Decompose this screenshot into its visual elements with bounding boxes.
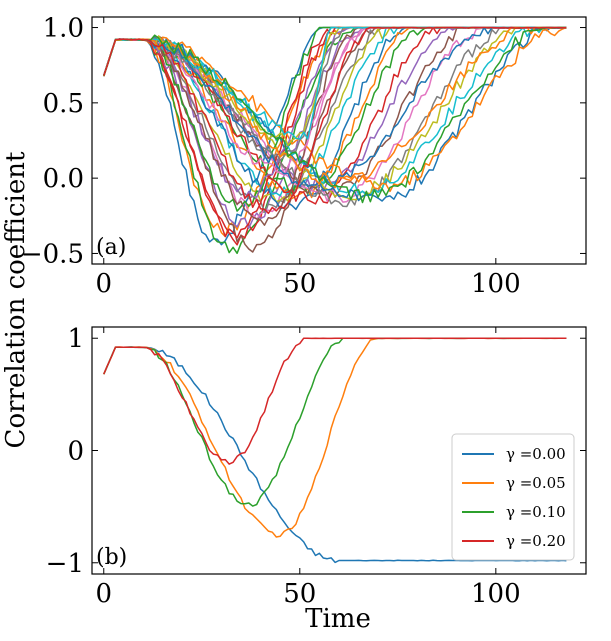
- panel-label: (b): [96, 545, 127, 570]
- legend-entry: γ =0.00: [506, 445, 566, 463]
- y-tick-label: 0.0: [43, 164, 84, 194]
- x-tick-label: 100: [471, 269, 521, 299]
- legend-box: [451, 433, 575, 561]
- x-tick-label: 0: [95, 579, 112, 609]
- panel-label: (a): [96, 235, 126, 260]
- series-line-4: [103, 337, 567, 465]
- y-tick-label: −1: [46, 549, 84, 579]
- legend: γ =0.00 γ =0.05 γ =0.10 γ =0.20: [451, 433, 575, 561]
- x-tick-label: 50: [283, 269, 316, 299]
- x-axis-label: Time: [305, 604, 371, 634]
- x-tick-label: 100: [471, 579, 521, 609]
- series-line-31: [103, 26, 567, 192]
- y-tick-label: 0.5: [43, 89, 84, 119]
- series-line-34: [103, 26, 567, 215]
- y-tick-label: 0: [67, 437, 84, 467]
- series-line-22: [103, 26, 567, 193]
- x-tick-label: 50: [283, 579, 316, 609]
- y-tick-label: −0.5: [21, 239, 84, 269]
- legend-entry: γ =0.10: [506, 503, 566, 521]
- legend-entry: γ =0.20: [506, 532, 566, 550]
- y-tick-label: 1: [67, 324, 84, 354]
- legend-entry: γ =0.05: [506, 474, 566, 492]
- y-axis-label: Correlation coefficient: [1, 151, 31, 448]
- y-tick-label: 1.0: [43, 14, 84, 44]
- x-tick-label: 0: [95, 269, 112, 299]
- axes-frame: [91, 16, 587, 265]
- panel-a: 0 50 100 −0.5 0.0 0.5 1.0 (a): [21, 14, 587, 299]
- series-line-32: [103, 26, 567, 189]
- plot-area: [103, 26, 567, 255]
- plot-area: [103, 337, 567, 564]
- panel-b: 0 50 100 −1 0 1 (b) γ =0.00 γ =0.05 γ =0.10 γ =0.2…: [46, 324, 587, 609]
- series-line-33: [103, 26, 567, 204]
